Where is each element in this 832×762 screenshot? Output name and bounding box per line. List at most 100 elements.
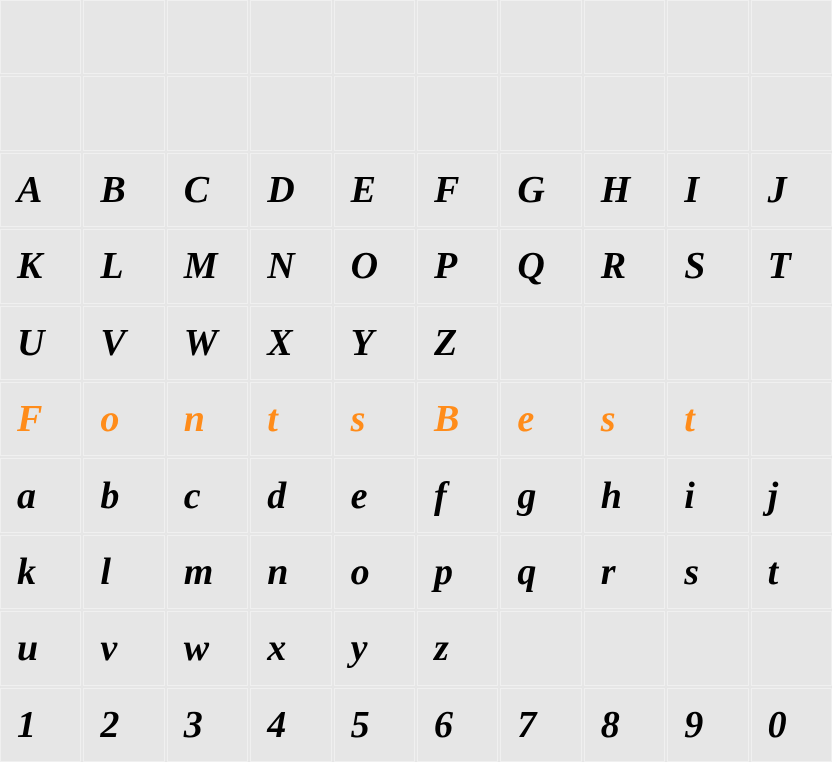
glyph-cell — [584, 306, 665, 380]
glyph-label: A — [17, 168, 42, 212]
glyph-label: w — [184, 626, 209, 670]
glyph-label: s — [684, 550, 699, 594]
glyph-label: O — [351, 244, 378, 288]
glyph-cell: d — [250, 458, 331, 532]
glyph-cell — [83, 0, 164, 74]
glyph-label: S — [684, 244, 705, 288]
glyph-label: t — [684, 397, 695, 441]
glyph-cell: 2 — [83, 688, 164, 762]
glyph-label: F — [17, 397, 42, 441]
glyph-label: N — [267, 244, 294, 288]
glyph-label: 9 — [684, 703, 703, 747]
glyph-label: k — [17, 550, 36, 594]
glyph-cell: O — [334, 229, 415, 303]
glyph-label: M — [184, 244, 218, 288]
glyph-label: b — [100, 474, 119, 518]
glyph-cell — [584, 76, 665, 150]
glyph-label: 2 — [100, 703, 119, 747]
glyph-cell — [667, 306, 748, 380]
glyph-label: 5 — [351, 703, 370, 747]
glyph-label: i — [684, 474, 695, 518]
glyph-cell — [500, 0, 581, 74]
glyph-label: T — [768, 244, 791, 288]
glyph-label: I — [684, 168, 699, 212]
glyph-cell: t — [250, 382, 331, 456]
glyph-label: o — [100, 397, 119, 441]
glyph-cell — [751, 611, 832, 685]
glyph-label: e — [517, 397, 534, 441]
glyph-label: E — [351, 168, 376, 212]
glyph-cell — [667, 0, 748, 74]
glyph-label: V — [100, 321, 125, 365]
glyph-cell: F — [0, 382, 81, 456]
glyph-label: l — [100, 550, 111, 594]
glyph-label: x — [267, 626, 286, 670]
glyph-label: s — [601, 397, 616, 441]
glyph-label: t — [267, 397, 278, 441]
glyph-cell: o — [334, 535, 415, 609]
glyph-cell: 3 — [167, 688, 248, 762]
glyph-cell: l — [83, 535, 164, 609]
glyph-label: W — [184, 321, 218, 365]
glyph-label: d — [267, 474, 286, 518]
glyph-cell: v — [83, 611, 164, 685]
glyph-label: p — [434, 550, 453, 594]
glyph-cell: 0 — [751, 688, 832, 762]
glyph-cell: p — [417, 535, 498, 609]
glyph-label: J — [768, 168, 787, 212]
glyph-cell: m — [167, 535, 248, 609]
glyph-cell: C — [167, 153, 248, 227]
glyph-cell: A — [0, 153, 81, 227]
glyph-label: a — [17, 474, 36, 518]
glyph-cell: 1 — [0, 688, 81, 762]
glyph-cell: b — [83, 458, 164, 532]
glyph-cell — [751, 306, 832, 380]
glyph-cell: 9 — [667, 688, 748, 762]
glyph-label: u — [17, 626, 38, 670]
glyph-label: v — [100, 626, 117, 670]
glyph-label: L — [100, 244, 123, 288]
glyph-label: o — [351, 550, 370, 594]
glyph-label: c — [184, 474, 201, 518]
glyph-cell: X — [250, 306, 331, 380]
glyph-label: R — [601, 244, 626, 288]
glyph-cell: y — [334, 611, 415, 685]
glyph-label: C — [184, 168, 209, 212]
glyph-label: U — [17, 321, 44, 365]
glyph-cell — [751, 382, 832, 456]
glyph-cell: x — [250, 611, 331, 685]
glyph-label: G — [517, 168, 544, 212]
glyph-cell: B — [417, 382, 498, 456]
glyph-cell: W — [167, 306, 248, 380]
glyph-cell: Z — [417, 306, 498, 380]
glyph-cell — [167, 76, 248, 150]
glyph-cell: D — [250, 153, 331, 227]
glyph-label: K — [17, 244, 42, 288]
glyph-label: 4 — [267, 703, 286, 747]
glyph-label: g — [517, 474, 536, 518]
glyph-cell — [417, 0, 498, 74]
glyph-label: Z — [434, 321, 457, 365]
glyph-label: s — [351, 397, 366, 441]
glyph-label: H — [601, 168, 631, 212]
glyph-label: y — [351, 626, 368, 670]
glyph-cell: g — [500, 458, 581, 532]
glyph-cell: k — [0, 535, 81, 609]
glyph-label: D — [267, 168, 294, 212]
glyph-label: j — [768, 474, 779, 518]
glyph-cell: U — [0, 306, 81, 380]
glyph-label: F — [434, 168, 459, 212]
glyph-label: n — [267, 550, 288, 594]
glyph-cell: s — [584, 382, 665, 456]
glyph-cell — [0, 0, 81, 74]
glyph-cell: a — [0, 458, 81, 532]
glyph-cell: z — [417, 611, 498, 685]
glyph-cell — [334, 0, 415, 74]
glyph-cell: w — [167, 611, 248, 685]
glyph-cell: i — [667, 458, 748, 532]
glyph-cell: e — [334, 458, 415, 532]
glyph-cell: Y — [334, 306, 415, 380]
glyph-cell — [500, 306, 581, 380]
glyph-label: h — [601, 474, 622, 518]
glyph-cell: c — [167, 458, 248, 532]
